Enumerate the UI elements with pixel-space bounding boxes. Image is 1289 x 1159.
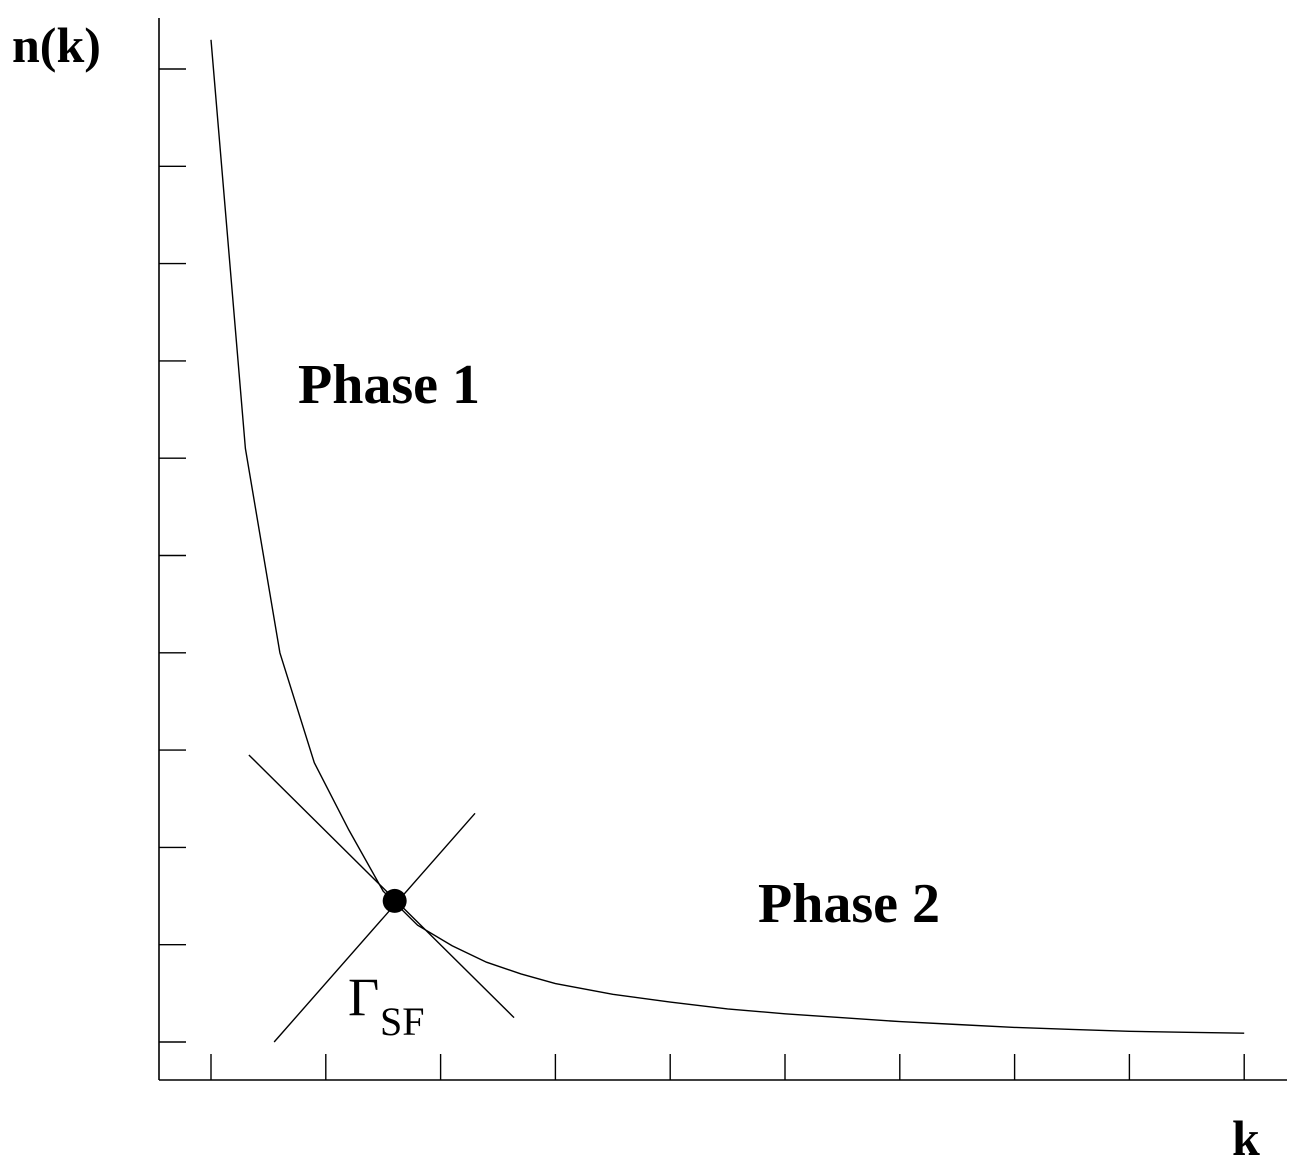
- phase-1-label: Phase 1: [298, 354, 480, 416]
- y-axis-label: n(k): [12, 17, 101, 73]
- tangent-line: [248, 754, 515, 1019]
- phase-2-label: Phase 2: [758, 873, 940, 935]
- critical-point-symbol: Γ: [348, 967, 379, 1027]
- critical-point-marker: [382, 888, 407, 913]
- phase-boundary-curve: [210, 39, 1245, 1034]
- y-axis-ticks: [159, 68, 186, 1043]
- critical-point-subscript: SF: [380, 999, 425, 1044]
- normal-line: [273, 812, 476, 1043]
- critical-point-lines: [248, 754, 515, 1043]
- x-axis-label: k: [1232, 1110, 1260, 1159]
- x-axis-ticks: [210, 1054, 1245, 1080]
